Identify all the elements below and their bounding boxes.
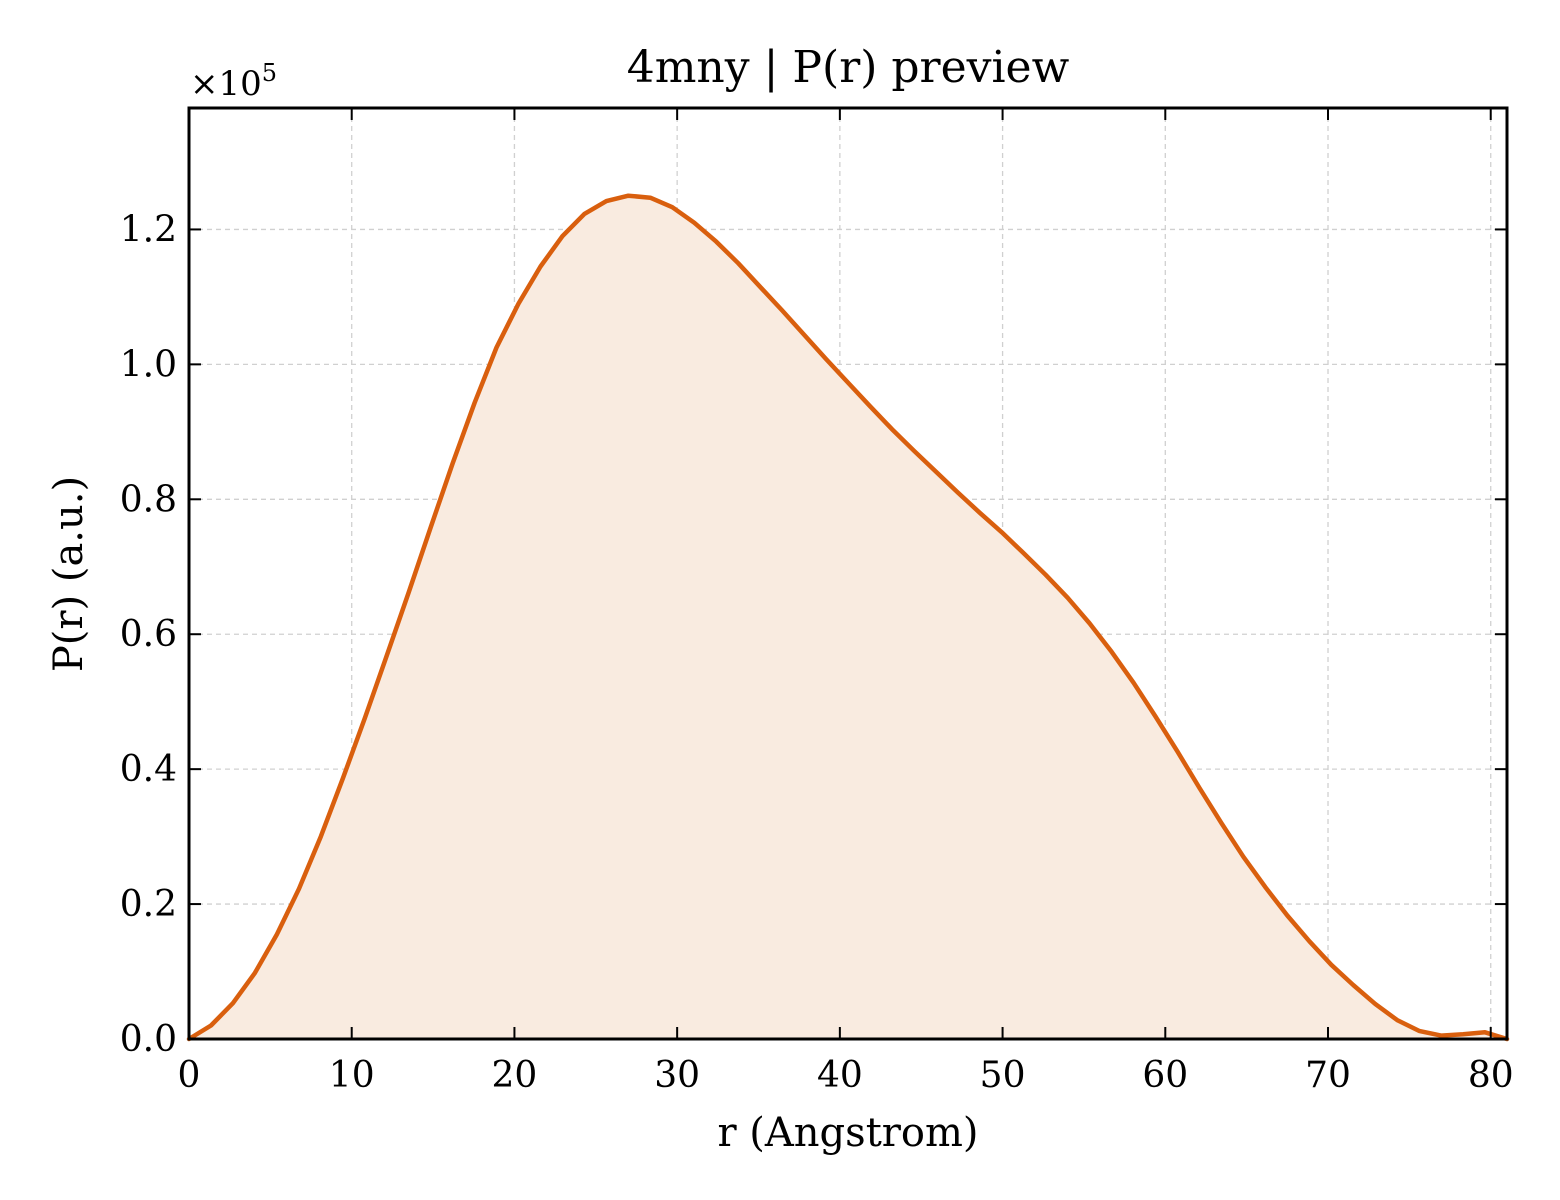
pr-area-fill bbox=[189, 195, 1507, 1039]
y-scale-exponent: 5 bbox=[262, 59, 277, 87]
y-tick-label: 0.8 bbox=[120, 479, 177, 520]
x-axis-label: r (Angstrom) bbox=[717, 1110, 978, 1156]
x-tick-label: 20 bbox=[492, 1055, 538, 1096]
plot-frame bbox=[187, 106, 1509, 1041]
pr-series-line bbox=[186, 193, 1510, 1042]
chart-title: 4mny | P(r) preview bbox=[627, 42, 1070, 93]
x-tick-label: 40 bbox=[817, 1055, 863, 1096]
y-tick-label: 1.0 bbox=[120, 344, 177, 385]
x-tick-label: 50 bbox=[980, 1055, 1026, 1096]
y-tick-label: 0.4 bbox=[120, 749, 177, 790]
y-tick-label: 0.6 bbox=[120, 614, 177, 655]
x-tick-label: 70 bbox=[1305, 1055, 1351, 1096]
y-scale-base: ×10 bbox=[190, 64, 262, 104]
y-tick-label: 0.0 bbox=[120, 1019, 177, 1060]
x-tick-label: 60 bbox=[1142, 1055, 1188, 1096]
x-tick-label: 10 bbox=[329, 1055, 375, 1096]
y-axis-label: P(r) (a.u.) bbox=[46, 476, 92, 672]
x-tick-label: 80 bbox=[1468, 1055, 1514, 1096]
ticks: 0 10 20 30 40 50 60 70 80 0.0 0.2 0.4 0.6 0.8 1.0 1.2 bbox=[120, 108, 1514, 1096]
x-tick-label: 30 bbox=[654, 1055, 700, 1096]
y-scale-multiplier: ×105 bbox=[190, 59, 277, 104]
x-tick-label: 0 bbox=[178, 1055, 201, 1096]
y-tick-label: 1.2 bbox=[120, 209, 177, 250]
y-tick-label: 0.2 bbox=[120, 884, 177, 925]
